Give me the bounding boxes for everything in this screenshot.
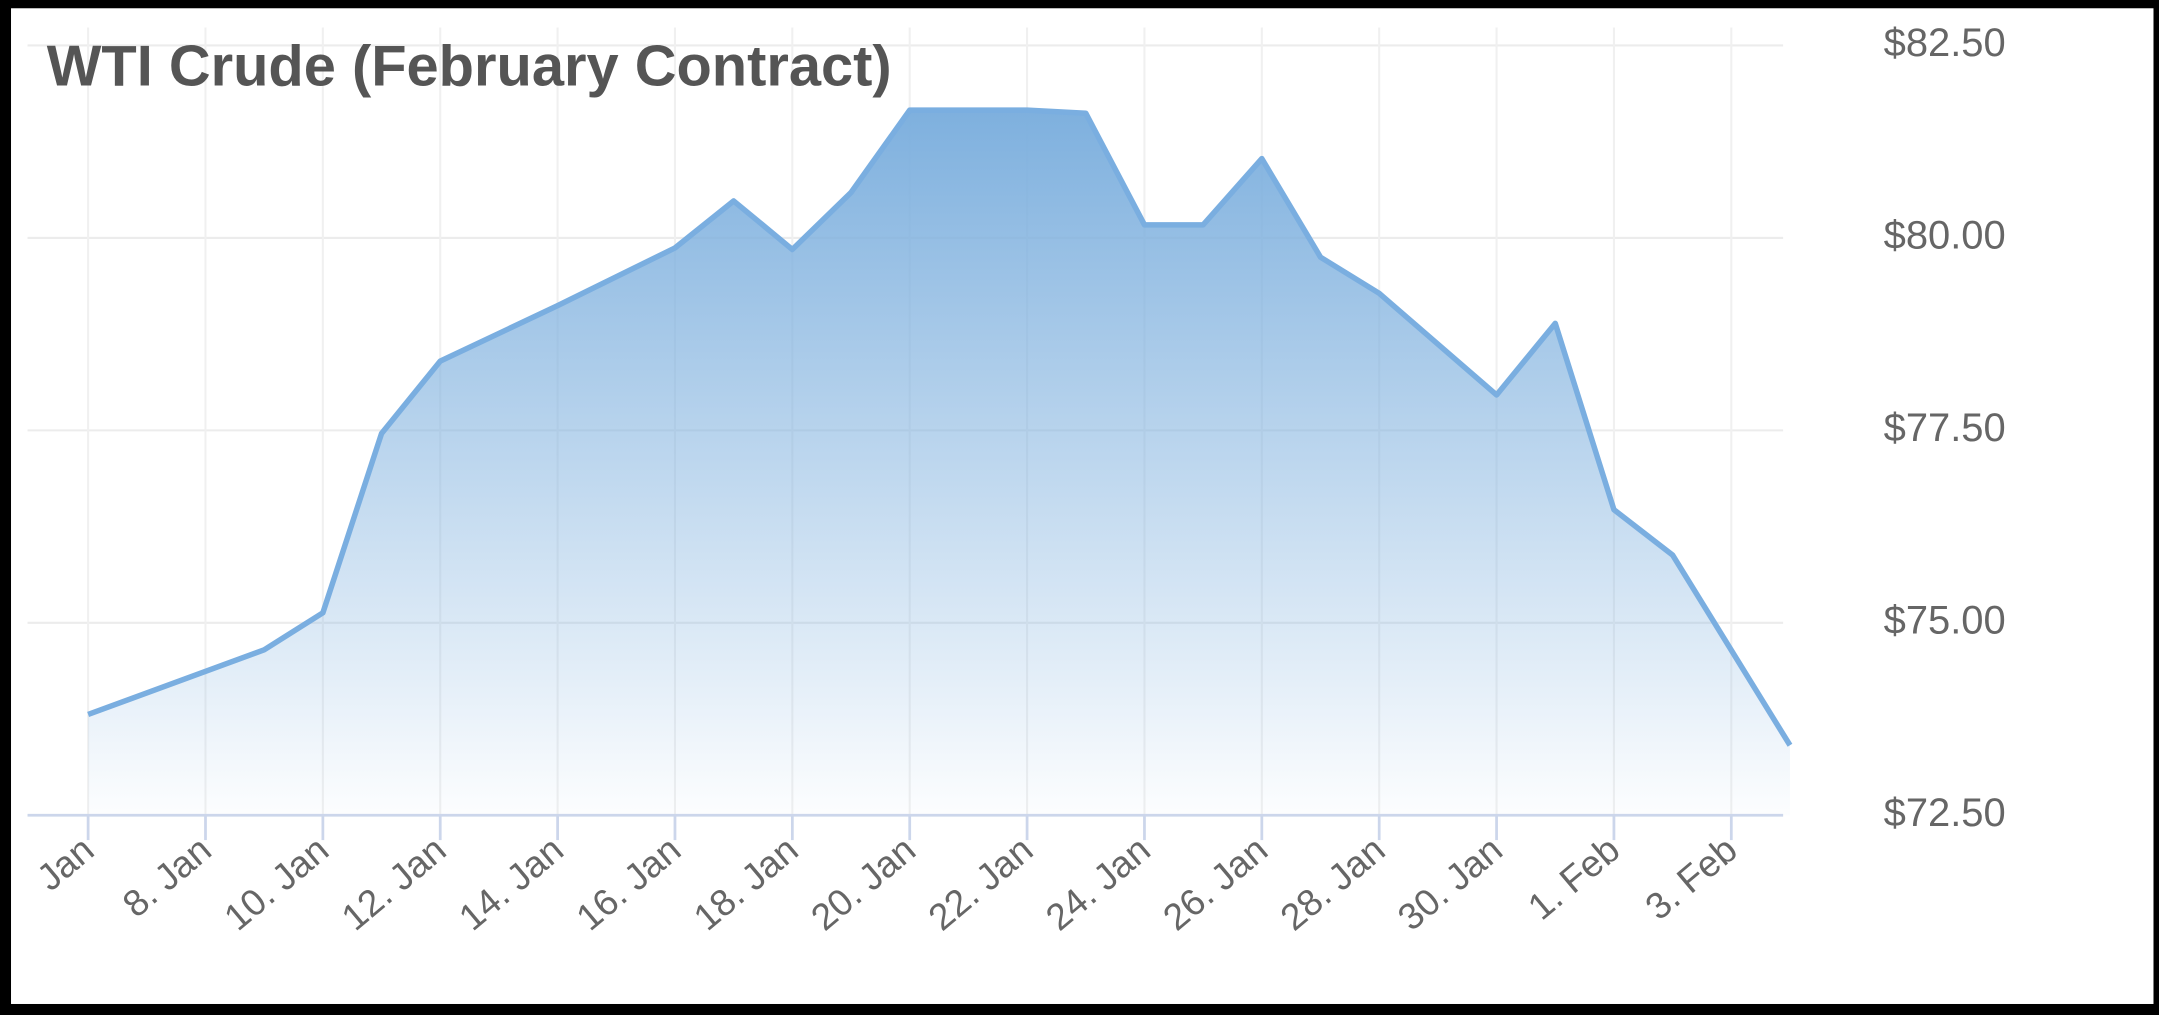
plot bbox=[87, 107, 1793, 816]
y-tick-label: $72.50 bbox=[1884, 791, 2006, 835]
chart-title: WTI Crude (February Contract) bbox=[47, 34, 892, 98]
y-tick-label: $80.00 bbox=[1884, 213, 2006, 257]
price-line bbox=[87, 107, 1793, 747]
y-tick-label: $75.00 bbox=[1884, 598, 2006, 642]
y-tick-label: $77.50 bbox=[1884, 406, 2006, 450]
y-tick-label: $82.50 bbox=[1884, 21, 2006, 65]
